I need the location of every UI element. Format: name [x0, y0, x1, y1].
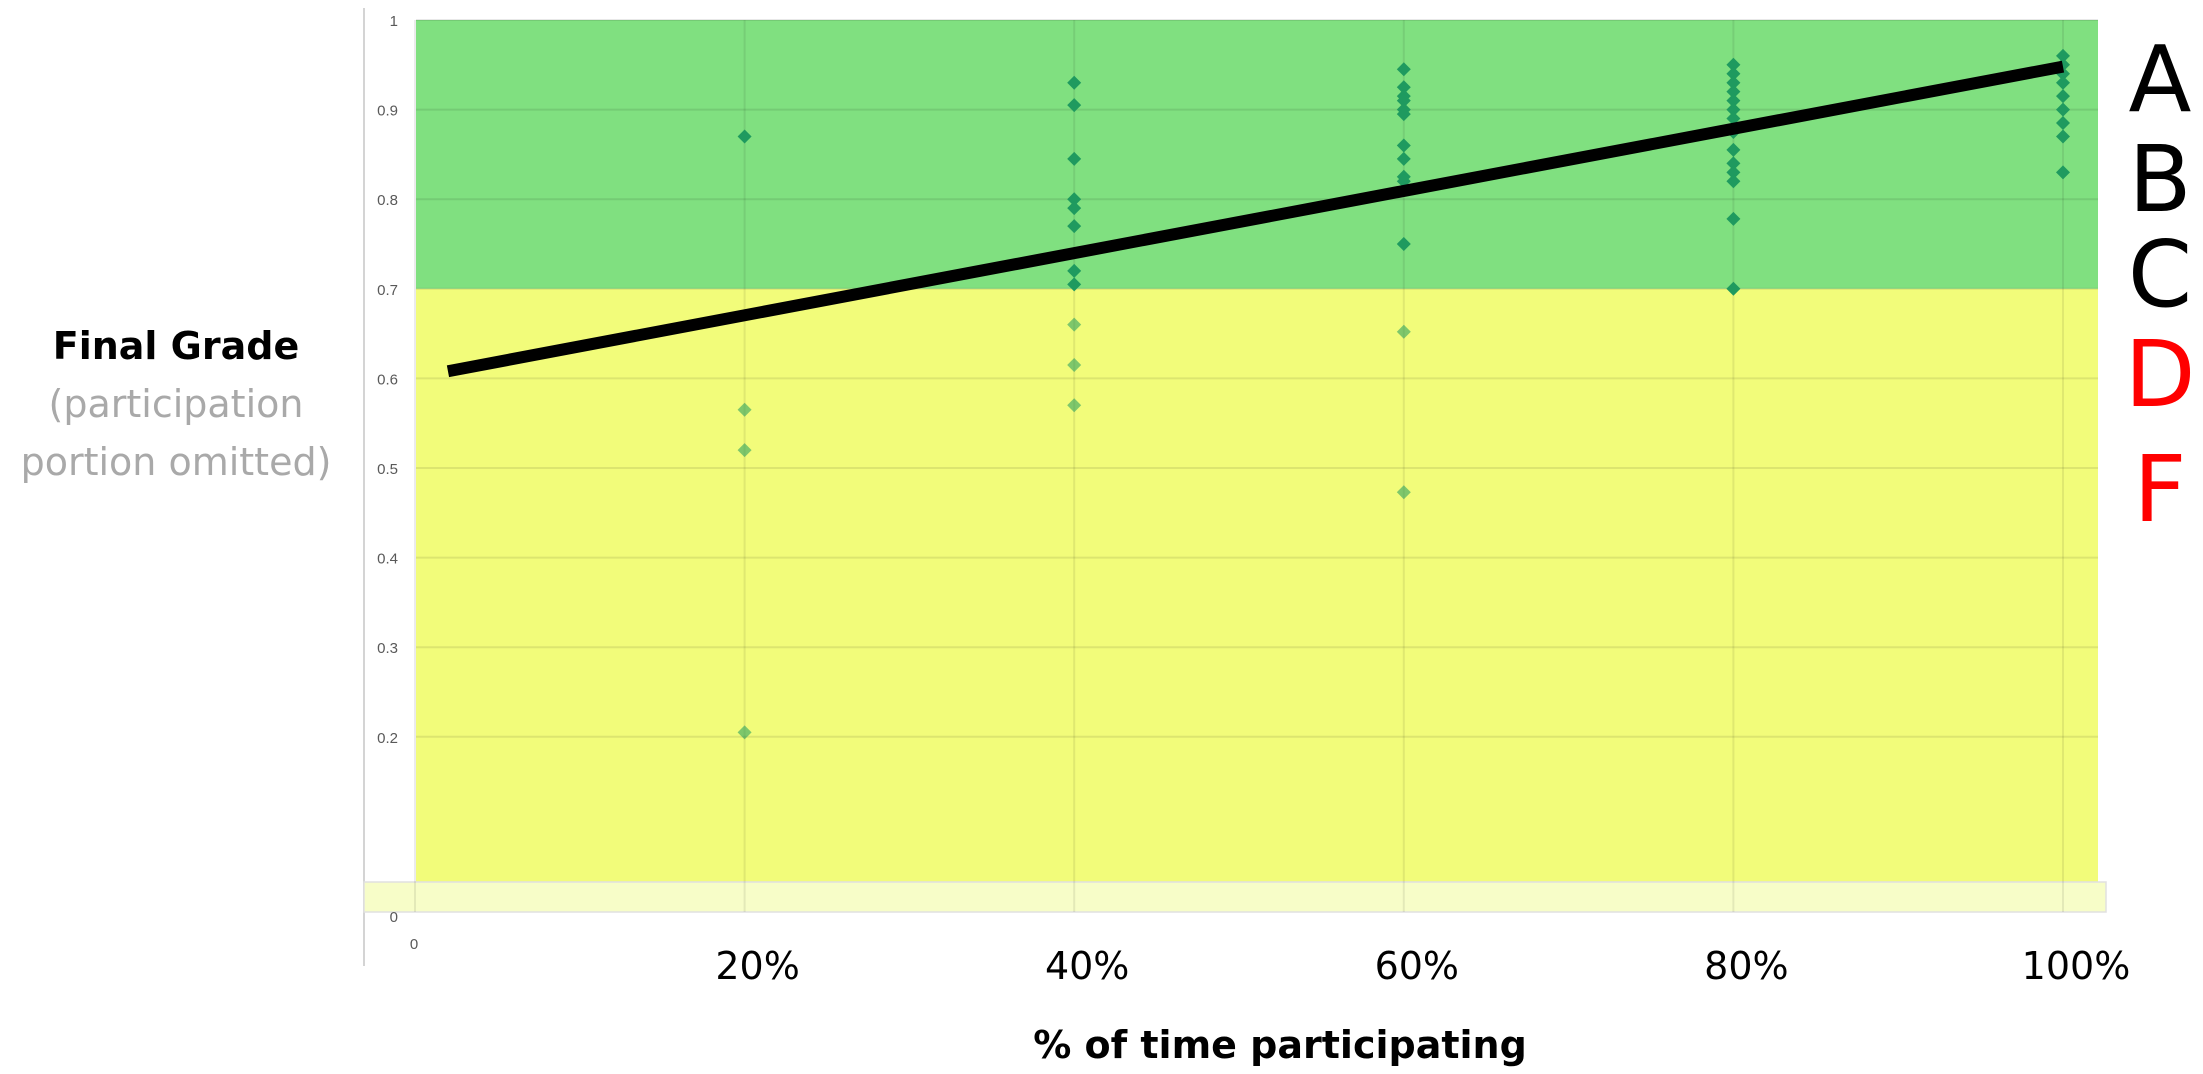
data-point: [1726, 142, 1741, 157]
data-point: [1067, 277, 1082, 292]
data-point: [1726, 102, 1741, 117]
data-point: [2056, 102, 2070, 117]
data-point: [2056, 89, 2070, 104]
data-point: [1726, 174, 1741, 189]
data-point: [1726, 57, 1741, 72]
data-point: [1396, 107, 1411, 122]
data-point: [737, 725, 752, 740]
y-tick-label: 0.4: [377, 551, 398, 568]
data-point: [1067, 192, 1082, 207]
data-point: [1396, 80, 1411, 95]
grade-letter-c: C: [2127, 221, 2193, 328]
x-tick-label: 0: [410, 936, 418, 953]
data-point: [1726, 66, 1741, 81]
data-point: [2056, 165, 2070, 180]
data-point: [1067, 219, 1082, 234]
y-tick-label: 0.8: [377, 192, 398, 209]
data-point: [1067, 317, 1082, 332]
data-point: [1396, 93, 1411, 108]
data-point: [1726, 165, 1741, 180]
grade-bands: [416, 20, 2098, 885]
data-point: [1067, 398, 1082, 413]
y-tick-label: 1: [390, 13, 398, 30]
y-tick-label: 0.9: [377, 103, 398, 120]
grade-band-0: [416, 20, 2098, 289]
data-point: [1067, 263, 1082, 278]
data-point: [2056, 48, 2070, 63]
data-point: [1067, 201, 1082, 216]
data-point: [737, 402, 752, 417]
data-point: [737, 129, 752, 144]
data-point: [1396, 485, 1411, 500]
data-point: [1067, 98, 1082, 113]
data-point: [1067, 151, 1082, 166]
axis-ticks: 0 0.2 0.3 0.4 0.5 0.6 0.7 0.8 0.9 1 0 20% 40% 60% 80% 1…: [377, 13, 2130, 988]
grade-letter-f: F: [2133, 436, 2187, 543]
data-point: [2056, 129, 2070, 144]
y-axis-title: Final Grade: [52, 324, 300, 368]
grade-letter-d: D: [2124, 321, 2196, 428]
y-tick-label: 0.7: [377, 282, 398, 299]
y-tick-label: 0.2: [377, 730, 398, 747]
data-point: [1396, 237, 1411, 251]
data-point: [1396, 138, 1411, 153]
gridlines: [414, 19, 2098, 912]
y-axis-subtitle-line2: portion omitted): [20, 440, 332, 484]
y-tick-label: 0.5: [377, 461, 398, 478]
data-point: [1726, 156, 1741, 171]
x-tick-label: 40%: [1045, 944, 1129, 988]
trendline-path: [446, 60, 2065, 378]
y-tick-label: 0.3: [377, 640, 398, 657]
data-point: [2056, 116, 2070, 131]
x-axis-title: % of time participating: [1033, 1023, 1527, 1067]
data-point: [1067, 75, 1082, 90]
data-point: [1396, 62, 1411, 77]
data-point: [1726, 211, 1741, 226]
data-point: [1726, 93, 1741, 108]
grade-letter-b: B: [2128, 126, 2192, 233]
data-point: [1726, 84, 1741, 99]
x-tick-label: 80%: [1704, 944, 1788, 988]
y-axis-subtitle-line1: (participation: [48, 382, 304, 426]
x-tick-label: 100%: [2022, 944, 2131, 988]
data-points: [737, 48, 2070, 740]
grade-band-1: [416, 288, 2098, 885]
data-point: [1726, 281, 1741, 296]
data-point: [1726, 75, 1741, 90]
data-point: [1067, 357, 1082, 372]
grade-letter-a: A: [2128, 26, 2192, 133]
x-tick-label: 20%: [715, 944, 799, 988]
data-point: [737, 443, 752, 458]
data-point: [1396, 151, 1411, 166]
y-tick-label: 0: [390, 909, 398, 926]
x-axis-strip: [363, 881, 2107, 913]
trendline: [446, 60, 2065, 378]
data-point: [1396, 324, 1411, 339]
x-tick-label: 60%: [1375, 944, 1459, 988]
y-tick-label: 0.6: [377, 371, 398, 388]
data-point: [2056, 75, 2070, 90]
